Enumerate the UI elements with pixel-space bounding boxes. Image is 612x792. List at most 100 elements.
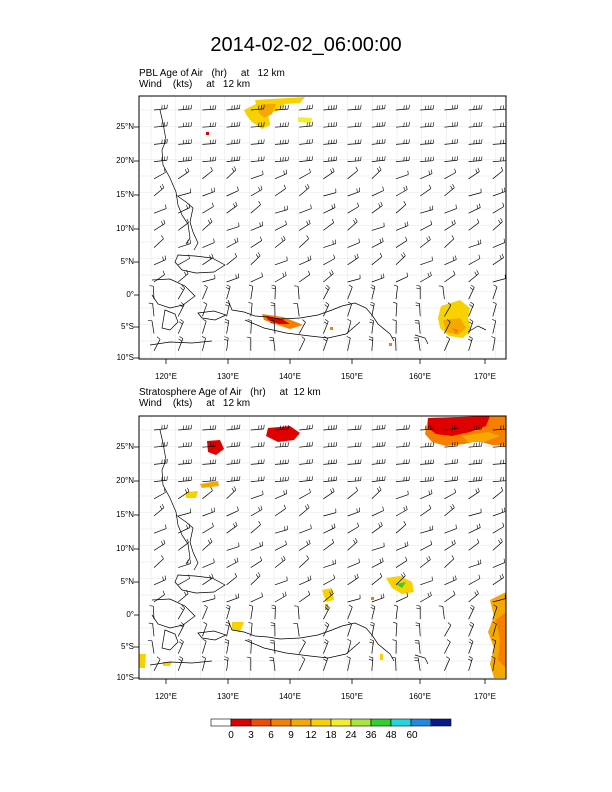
lat-label: 25°N — [116, 442, 134, 451]
wind-barb — [274, 459, 289, 465]
wind-barb — [391, 656, 397, 671]
wind-barb — [468, 239, 482, 248]
wind-barb — [202, 558, 215, 568]
wind-barb — [202, 486, 213, 500]
wind-barb — [415, 622, 421, 637]
wind-barb — [395, 541, 409, 551]
wind-barb — [492, 166, 504, 180]
wind-barb — [250, 156, 265, 162]
wind-barb — [492, 253, 504, 266]
wind-barb — [250, 424, 265, 431]
wind-barb — [223, 656, 229, 671]
wind-barb — [444, 235, 455, 248]
wind-barb — [250, 236, 262, 248]
wind-barb — [202, 476, 217, 482]
wind-barb — [270, 639, 276, 654]
wind-barb — [153, 121, 168, 128]
wind-barb — [274, 184, 286, 197]
lon-label: 170°E — [474, 372, 496, 381]
lat-label: 10°S — [117, 353, 134, 362]
wind-barb — [347, 604, 353, 620]
wind-barb — [274, 169, 288, 180]
wind-barb — [177, 639, 184, 654]
wind-barb — [246, 656, 252, 671]
wind-barb — [347, 105, 362, 111]
colorbar-label: 48 — [385, 730, 397, 741]
colorbar-swatch — [390, 718, 412, 727]
wind-barb — [323, 656, 328, 671]
page-title: 2014-02-02_06:00:00 — [210, 34, 402, 56]
wind-barb — [371, 542, 385, 551]
wind-barb — [371, 104, 386, 111]
wind-barb — [419, 504, 432, 517]
wind-barb — [178, 139, 192, 145]
panel1-title-line2: Wind (kts) at 12 km — [139, 79, 251, 90]
wind-barb — [468, 424, 483, 431]
lon-axis-labels: 120°E 130°E 140°E 150°E 160°E 170°E — [155, 372, 496, 381]
wind-barb — [323, 604, 330, 620]
wind-barb — [226, 459, 241, 465]
wind-barb — [271, 604, 276, 620]
wind-barb — [420, 489, 433, 500]
wind-barb — [250, 572, 261, 586]
wind-barb — [492, 476, 507, 482]
wind-barb — [248, 301, 253, 317]
colorbar-swatch — [250, 718, 272, 727]
lon-label: 130°E — [217, 372, 239, 381]
wind-barb — [274, 235, 286, 248]
wind-barb — [153, 503, 165, 517]
wind-barb — [370, 604, 376, 620]
wind-barb — [444, 302, 452, 317]
lat-label: 5°S — [121, 642, 134, 651]
wind-barb — [468, 284, 475, 300]
wind-barb — [248, 284, 254, 300]
wind-barb — [202, 638, 207, 654]
wind-barb — [202, 274, 216, 283]
wind-barb — [202, 122, 217, 128]
wind-barb — [347, 202, 360, 214]
wind-barb — [274, 442, 289, 448]
wind-barb — [250, 252, 261, 266]
wind-barb — [347, 425, 362, 431]
wind-barb — [250, 221, 264, 231]
wind-barb — [153, 183, 165, 197]
wind-barb — [153, 555, 164, 568]
wind-barb — [414, 319, 421, 334]
wind-barb — [153, 424, 168, 431]
wind-barb — [444, 121, 459, 128]
wind-barb — [393, 284, 398, 300]
wind-barb — [347, 442, 362, 448]
wind-barb — [392, 622, 398, 637]
wind-barb — [202, 538, 213, 551]
wind-barb — [468, 218, 480, 231]
wind-barb — [323, 319, 329, 334]
wind-barb — [299, 104, 313, 111]
wind-barb — [177, 538, 189, 551]
wind-barb — [371, 557, 384, 568]
wind-barb — [323, 442, 338, 448]
wind-barb — [323, 424, 338, 431]
wind-barb — [395, 442, 410, 448]
wind-barb — [468, 203, 481, 214]
wind-barb — [395, 521, 407, 534]
wind-barb — [153, 156, 168, 162]
wind-barb — [178, 104, 192, 111]
wind-barb — [274, 489, 288, 500]
wind-barb — [492, 507, 506, 517]
wind-barb — [178, 203, 191, 214]
wind-barb — [395, 170, 409, 180]
wind-barb — [177, 269, 189, 283]
wind-barb — [148, 622, 155, 637]
wind-barb — [323, 239, 337, 248]
wind-barb — [323, 523, 336, 534]
wind-barb — [177, 336, 184, 351]
wind-barb — [250, 490, 264, 500]
wind-barb — [395, 572, 406, 586]
wind-barb — [250, 459, 265, 465]
lat-label: 25°N — [116, 122, 134, 131]
wind-barb — [224, 639, 230, 654]
wind-barb — [467, 656, 473, 671]
wind-barbs — [147, 104, 507, 351]
wind-barb — [202, 442, 217, 448]
wind-barb — [395, 139, 410, 145]
